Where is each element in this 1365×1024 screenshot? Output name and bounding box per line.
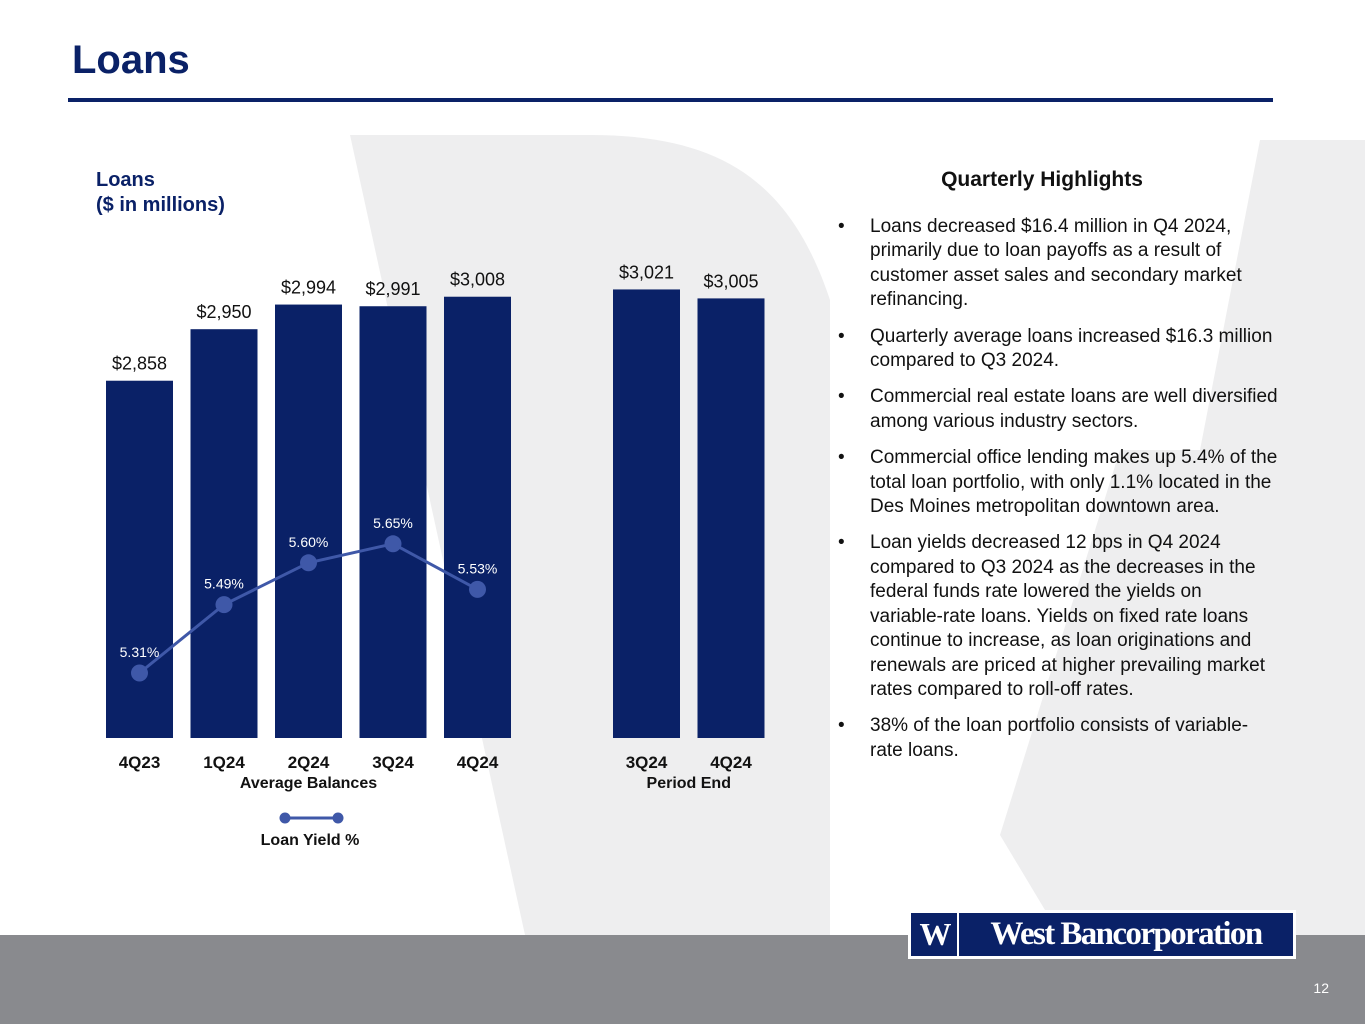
chart-subtitle: ($ in millions) <box>96 194 225 216</box>
highlight-item: Loans decreased $16.4 million in Q4 2024… <box>838 215 1278 313</box>
bar <box>359 306 427 738</box>
x-tick-label: 3Q24 <box>626 753 668 772</box>
chart-title: Loans <box>96 169 155 191</box>
x-tick-label: 1Q24 <box>203 753 245 772</box>
highlight-item: Commercial office lending makes up 5.4% … <box>838 446 1278 519</box>
logo-mark: W <box>911 913 959 956</box>
highlights-title: Quarterly Highlights <box>941 168 1143 191</box>
x-tick-label: 4Q24 <box>710 753 752 772</box>
x-tick-label: 4Q24 <box>457 753 499 772</box>
west-bancorporation-logo: W West Bancorporation <box>908 910 1296 959</box>
yield-label: 5.65% <box>373 515 413 531</box>
yield-point <box>131 664 148 682</box>
chart-title-block: Loans ($ in millions) <box>96 168 225 218</box>
legend-label: Loan Yield % <box>261 832 360 849</box>
page-number: 12 <box>1313 980 1329 996</box>
yield-point <box>215 596 233 614</box>
x-tick-label: 3Q24 <box>372 753 414 772</box>
slide-title: Loans <box>72 38 190 82</box>
highlight-item: 38% of the loan portfolio consists of va… <box>838 714 1278 763</box>
bar-value-label: $2,994 <box>281 278 336 298</box>
bar-value-label: $2,991 <box>365 279 420 299</box>
bar <box>444 296 511 738</box>
bar-value-label: $3,008 <box>450 270 505 290</box>
highlights-list: Loans decreased $16.4 million in Q4 2024… <box>838 215 1278 775</box>
legend-marker <box>332 812 344 824</box>
highlight-item: Loan yields decreased 12 bps in Q4 2024 … <box>838 531 1278 702</box>
x-tick-label: 4Q23 <box>119 753 161 772</box>
highlight-item: Commercial real estate loans are well di… <box>838 385 1278 434</box>
yield-label: 5.31% <box>120 644 160 660</box>
yield-point <box>469 580 486 598</box>
bar-value-label: $3,005 <box>703 271 758 291</box>
bar <box>697 298 765 738</box>
yield-point <box>300 554 317 572</box>
group-label: Average Balances <box>240 775 377 792</box>
group-label: Period End <box>647 775 731 792</box>
yield-point <box>384 535 402 553</box>
bar <box>106 380 173 738</box>
legend-marker <box>279 812 291 824</box>
x-tick-label: 2Q24 <box>288 753 330 772</box>
yield-label: 5.60% <box>289 534 329 550</box>
bar <box>275 304 342 738</box>
logo-text: West Bancorporation <box>990 916 1263 952</box>
bar-value-label: $2,950 <box>196 302 251 322</box>
bar <box>613 289 680 738</box>
bar-value-label: $2,858 <box>112 354 167 374</box>
bar <box>190 329 258 738</box>
yield-label: 5.53% <box>458 560 498 576</box>
highlight-item: Quarterly average loans increased $16.3 … <box>838 325 1278 374</box>
title-divider <box>68 98 1273 102</box>
yield-label: 5.49% <box>204 576 244 592</box>
bar-value-label: $3,021 <box>619 262 674 282</box>
